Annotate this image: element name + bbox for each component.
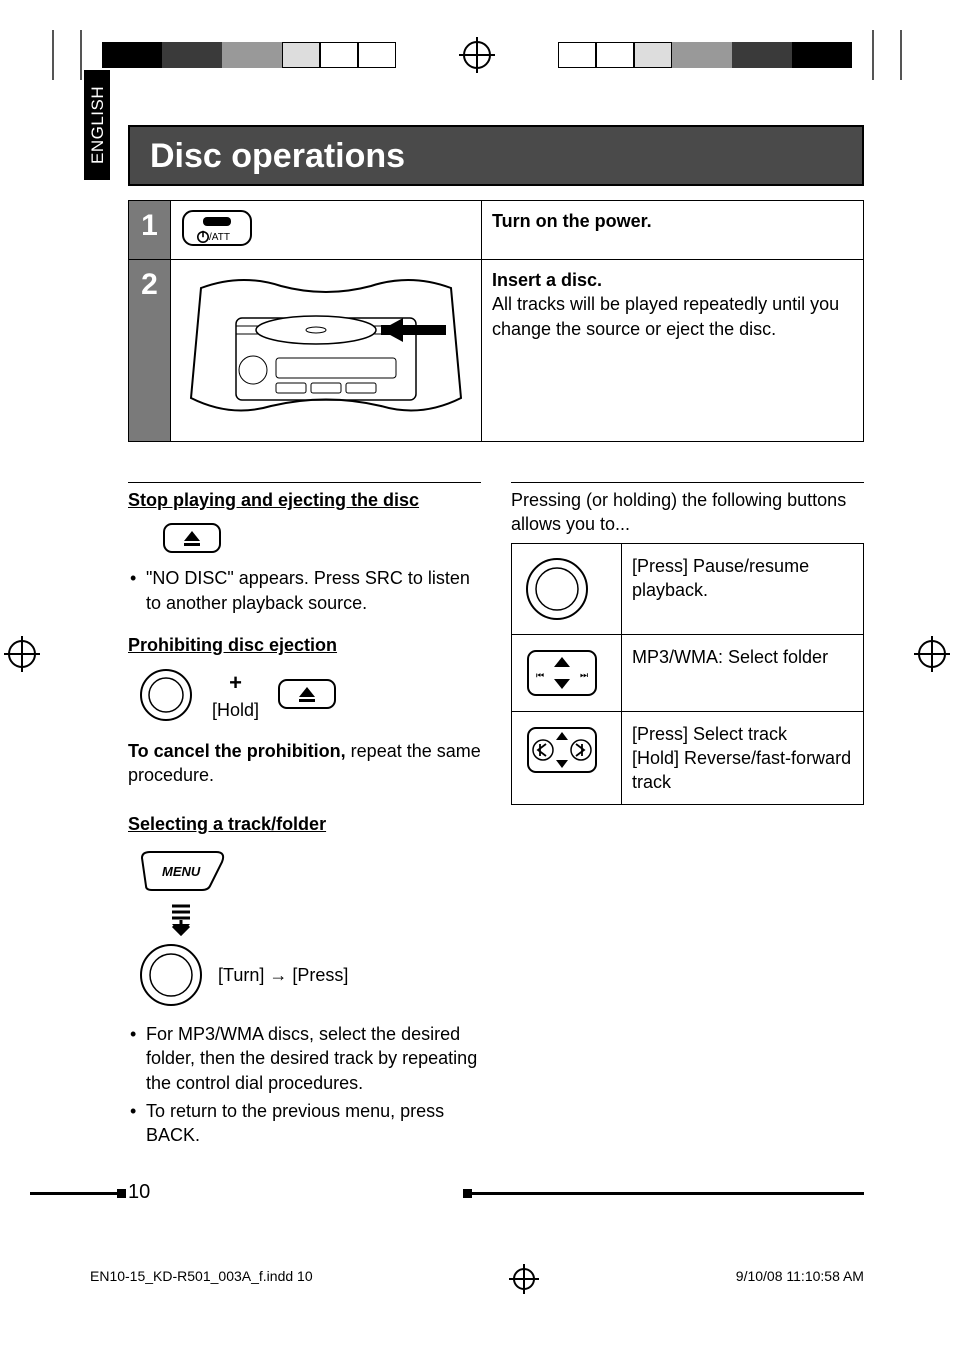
table-text-cell: MP3/WMA: Select folder [622, 634, 864, 711]
imprint-right: 9/10/08 11:10:58 AM [736, 1268, 864, 1290]
bullet-item: For MP3/WMA discs, select the desired fo… [128, 1022, 481, 1095]
footer-rule-right [464, 1192, 864, 1195]
right-column: Pressing (or holding) the following butt… [511, 482, 864, 1166]
plus-hold: + [Hold] [212, 668, 259, 722]
step-illustration [171, 260, 482, 442]
prohibit-figure: + [Hold] [138, 667, 481, 723]
registration-mark-icon [513, 1268, 535, 1290]
table-row: [Press] Pause/resume playback. [512, 543, 864, 634]
step-illustration: /ATT [171, 201, 482, 260]
cancel-bold: To cancel the prohibition, [128, 741, 346, 761]
imprint-left: EN10-15_KD-R501_003A_f.indd 10 [90, 1268, 313, 1290]
menu-flow-figure: MENU [Turn] → [Pres [138, 846, 481, 1008]
footer-rule-left [30, 1192, 125, 1195]
page-content: ENGLISH Disc operations 1 /ATT Turn on [90, 125, 864, 1202]
eject-button-figure [162, 522, 481, 556]
svg-text:MENU: MENU [162, 864, 201, 879]
dial-icon [138, 942, 204, 1008]
step-rest: All tracks will be played repeatedly unt… [492, 292, 853, 341]
eject-button-icon [162, 522, 222, 556]
table-row: ⏮ ⏭ MP3/WMA: Select folder [512, 634, 864, 711]
page-number: 10 [128, 1181, 150, 1204]
crop-vline [52, 30, 54, 80]
buttons-intro: Pressing (or holding) the following butt… [511, 482, 864, 537]
step-number: 2 [129, 260, 171, 442]
stop-bullets: "NO DISC" appears. Press SRC to listen t… [128, 566, 481, 615]
row3-line2: [Hold] Reverse/fast-forward track [632, 746, 853, 795]
flow-arrow-icon [166, 902, 481, 936]
power-att-button-icon: /ATT [181, 209, 271, 251]
table-icon-cell [512, 543, 622, 634]
svg-text:⏭: ⏭ [580, 670, 588, 680]
step-bold: Insert a disc. [492, 268, 853, 292]
steps-table: 1 /ATT Turn on the power. 2 [128, 200, 864, 442]
row3-line1: [Press] Select track [632, 722, 853, 746]
crop-vline [80, 30, 82, 80]
left-column: Stop playing and ejecting the disc "NO D… [128, 482, 481, 1166]
imprint-footer: EN10-15_KD-R501_003A_f.indd 10 9/10/08 1… [90, 1268, 864, 1290]
registration-mark-left [8, 640, 36, 668]
table-text-cell: [Press] Select track [Hold] Reverse/fast… [622, 711, 864, 805]
crop-vline [872, 30, 874, 80]
dial-icon [522, 554, 592, 624]
cancel-text: To cancel the prohibition, repeat the sa… [128, 739, 481, 788]
crop-marks-top [0, 30, 954, 80]
prohibit-heading: Prohibiting disc ejection [128, 633, 481, 657]
page-number-wrap: 10 [128, 1181, 150, 1204]
hold-label: [Hold] [212, 698, 259, 722]
registration-mark-icon [463, 41, 491, 69]
registration-mark-right [918, 640, 946, 668]
insert-disc-illustration [181, 268, 471, 433]
plus-label: + [212, 668, 259, 698]
step-row-2: 2 [129, 260, 864, 442]
svg-text:⏮: ⏮ [536, 670, 544, 680]
eject-button-icon [277, 678, 337, 712]
step-text: Turn on the power. [482, 201, 864, 260]
button-functions-table: [Press] Pause/resume playback. ⏮ ⏭ MP3/W… [511, 543, 864, 806]
menu-button-icon: MENU [138, 846, 228, 896]
step-number: 1 [129, 201, 171, 260]
crop-blocks-left [102, 42, 396, 68]
att-label: /ATT [209, 232, 230, 243]
bullet-item: "NO DISC" appears. Press SRC to listen t… [128, 566, 481, 615]
table-text-cell: [Press] Pause/resume playback. [622, 543, 864, 634]
select-heading: Selecting a track/folder [128, 812, 481, 836]
table-icon-cell: ⏮ ⏭ [512, 634, 622, 711]
crop-vline [900, 30, 902, 80]
stop-heading: Stop playing and ejecting the disc [128, 482, 481, 512]
content-columns: Stop playing and ejecting the disc "NO D… [128, 482, 864, 1166]
turn-press-label: [Turn] → [Press] [218, 963, 348, 987]
table-icon-cell [512, 711, 622, 805]
updown-button-icon: ⏮ ⏭ [522, 645, 602, 701]
bullet-item: To return to the previous menu, press BA… [128, 1099, 481, 1148]
step-text: Insert a disc. All tracks will be played… [482, 260, 864, 442]
section-title-bar: Disc operations [128, 125, 864, 186]
prevnext-button-icon [522, 722, 602, 778]
select-bullets: For MP3/WMA discs, select the desired fo… [128, 1022, 481, 1147]
language-tab: ENGLISH [84, 70, 110, 180]
section-title: Disc operations [150, 137, 842, 176]
step-row-1: 1 /ATT Turn on the power. [129, 201, 864, 260]
table-row: [Press] Select track [Hold] Reverse/fast… [512, 711, 864, 805]
step-bold: Turn on the power. [492, 211, 652, 231]
dial-icon [138, 667, 194, 723]
crop-blocks-right [558, 42, 852, 68]
